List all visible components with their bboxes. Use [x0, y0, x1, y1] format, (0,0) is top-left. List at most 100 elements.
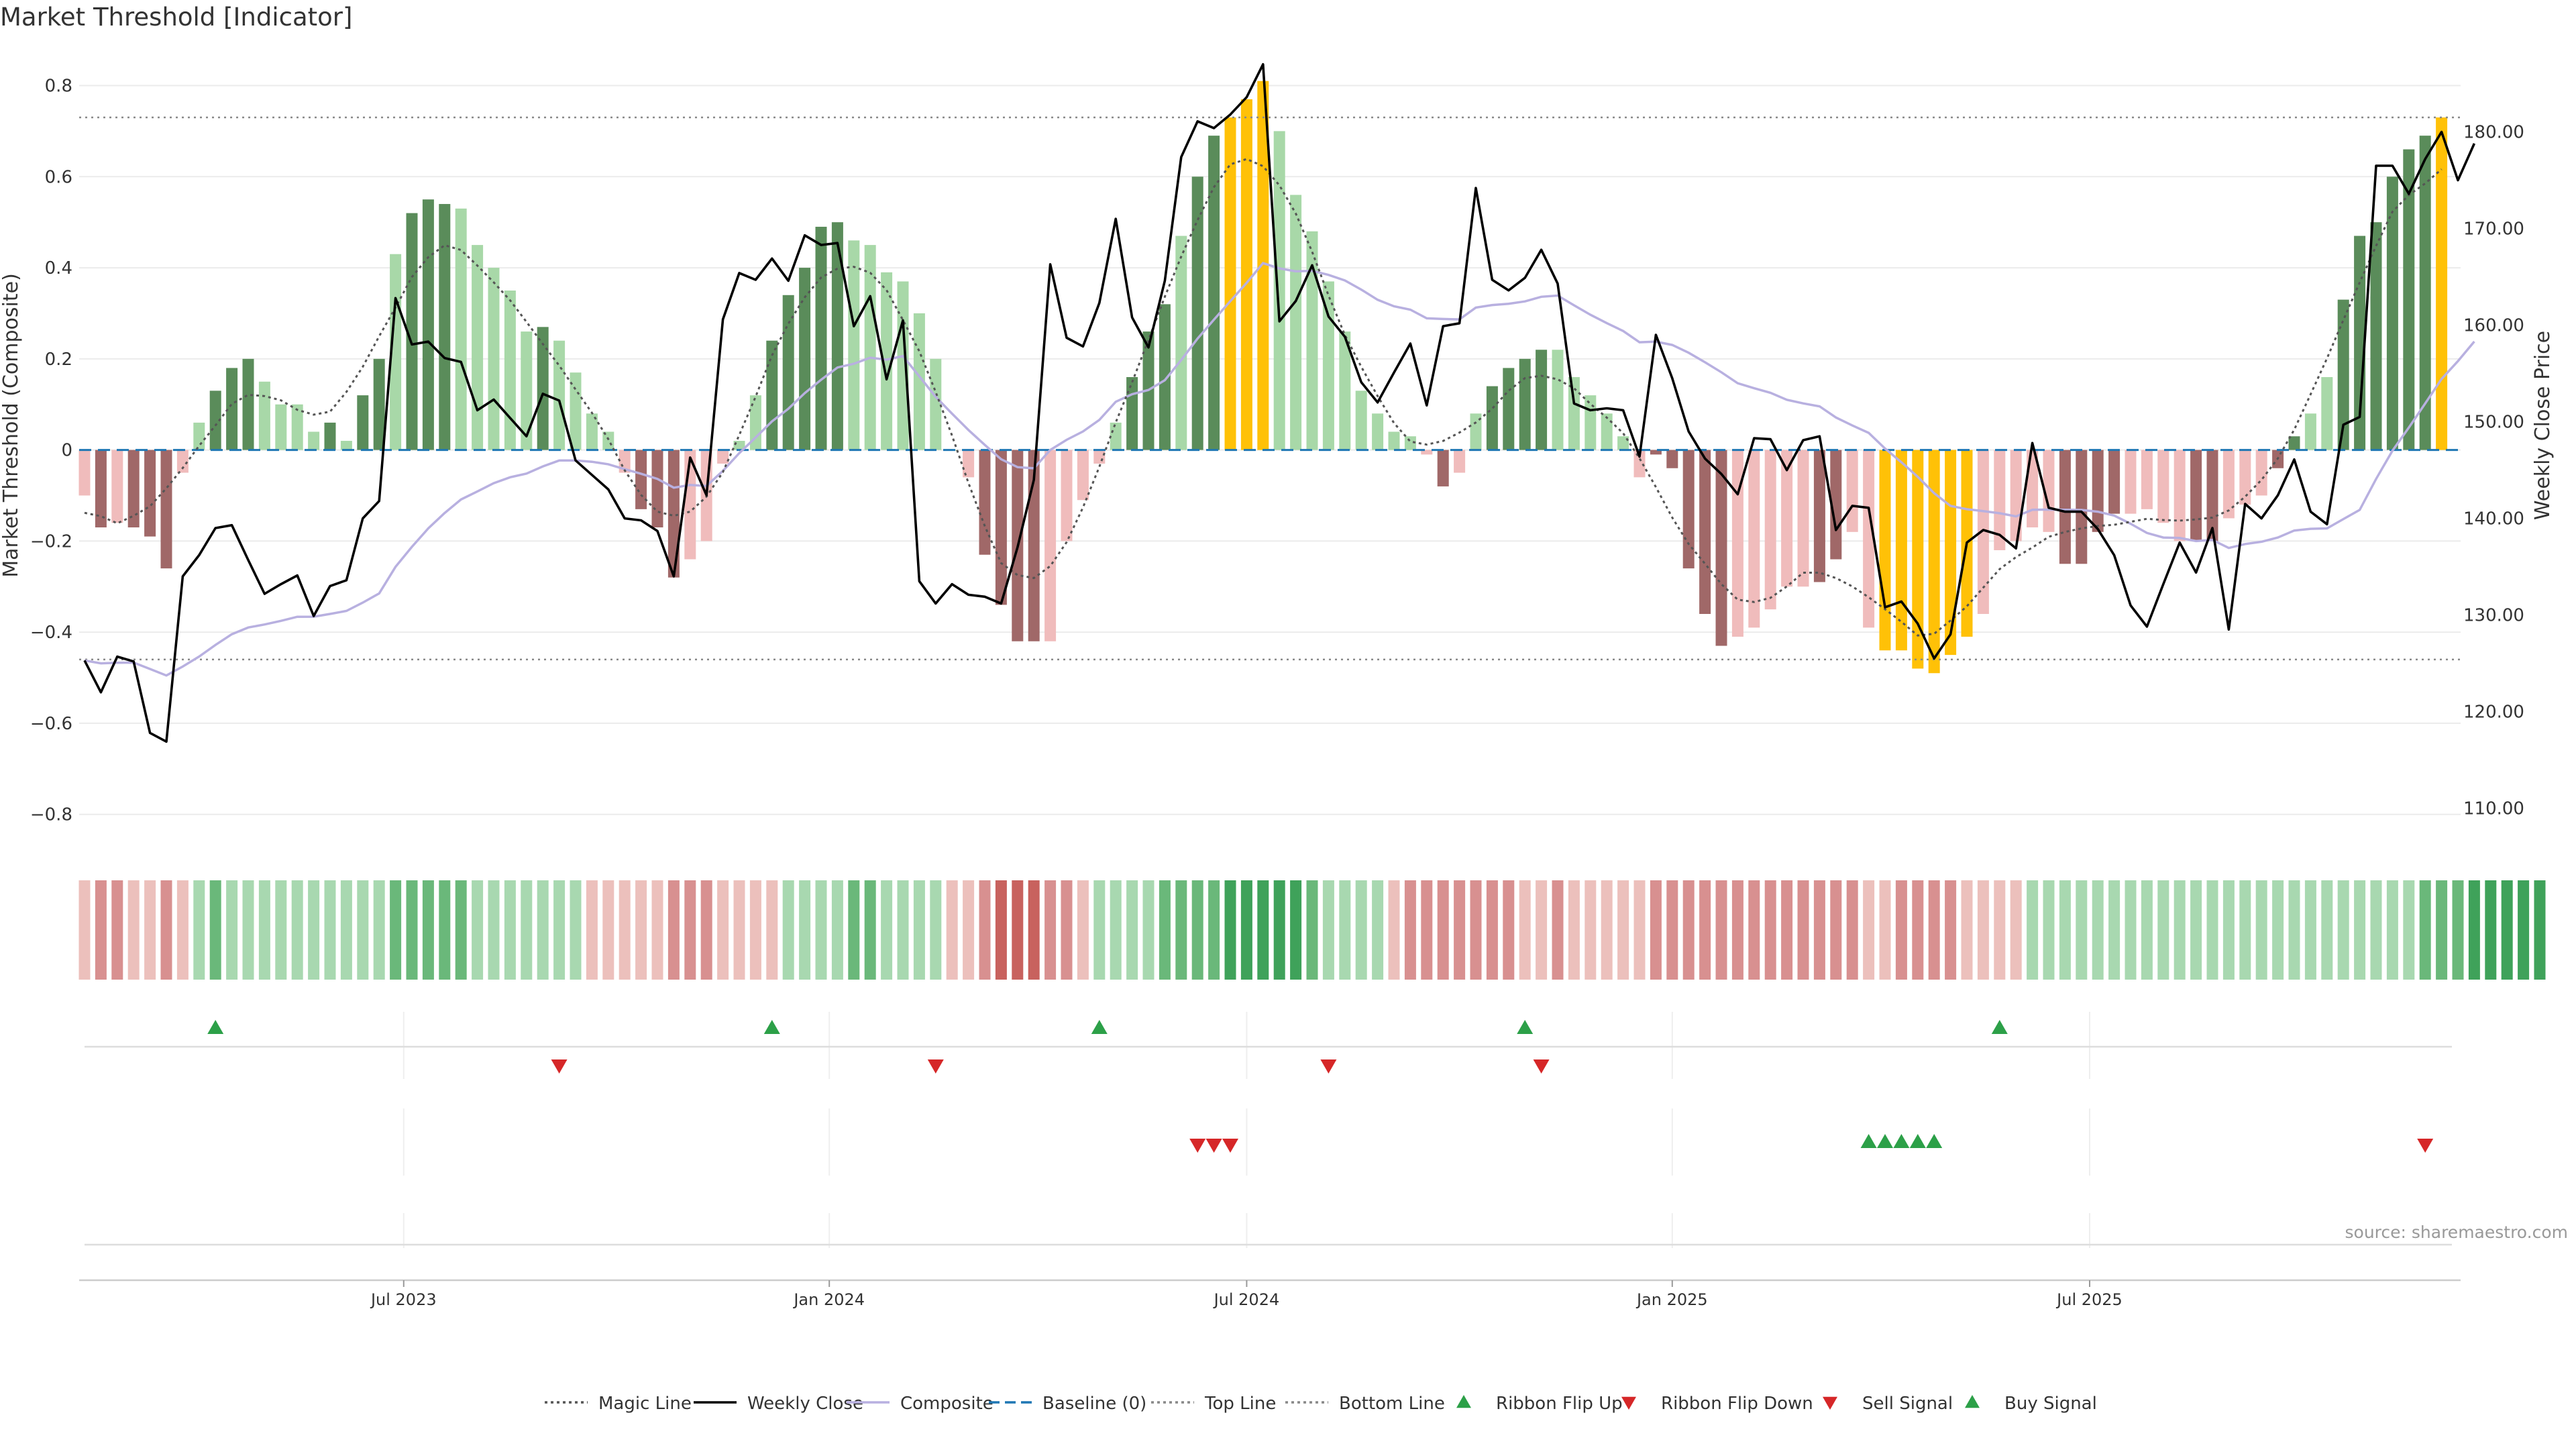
- ribbon-cell: [1159, 880, 1171, 980]
- legend-item: Ribbon Flip Down: [1621, 1394, 1813, 1414]
- ribbon-flip-up-marker: [763, 1020, 780, 1034]
- ribbon-cell: [1257, 880, 1269, 980]
- composite-bar: [209, 391, 221, 450]
- x-tick-label: Jul 2024: [1213, 1290, 1280, 1309]
- composite-bar: [258, 381, 270, 450]
- composite-bar: [127, 450, 140, 528]
- legend-swatch: [1456, 1395, 1471, 1408]
- composite-bar: [1781, 450, 1793, 587]
- composite-bar: [930, 358, 942, 450]
- ribbon-cell: [2501, 880, 2513, 980]
- composite-bar: [1977, 450, 1989, 614]
- composite-bar: [881, 272, 893, 450]
- ribbon-cell: [2403, 880, 2415, 980]
- ribbon-cell: [1339, 880, 1351, 980]
- composite-bar: [1699, 450, 1711, 614]
- composite-bar: [2141, 450, 2153, 509]
- ribbon-cell: [406, 880, 418, 980]
- weekly-close-line: [83, 63, 2476, 743]
- composite-bar: [2403, 149, 2415, 450]
- composite-bar: [1077, 450, 1089, 501]
- composite-bar: [1650, 450, 1662, 455]
- y-left-tick-label: −0.2: [30, 531, 72, 552]
- ribbon-cell: [1290, 880, 1302, 980]
- ribbon-cell: [209, 880, 221, 980]
- ribbon-cell: [1682, 880, 1695, 980]
- composite-bar: [1617, 436, 1629, 450]
- y-right-tick-label: 120.00: [2463, 703, 2524, 723]
- ribbon-cell: [930, 880, 942, 980]
- composite-bar: [2092, 450, 2104, 532]
- ribbon-flip-up-marker: [207, 1020, 224, 1034]
- ribbon-cell: [799, 880, 811, 980]
- magic-line: [84, 158, 2443, 637]
- composite-bar: [1552, 350, 1564, 450]
- y-left-tick-label: 0: [61, 441, 72, 461]
- composite-bar: [1830, 450, 1842, 560]
- legend-label: Buy Signal: [2004, 1394, 2097, 1414]
- ribbon-cell: [2255, 880, 2267, 980]
- ribbon-cell: [1666, 880, 1678, 980]
- ribbon-cell: [1077, 880, 1089, 980]
- composite-bar: [340, 441, 352, 450]
- ribbon-cell: [1830, 880, 1842, 980]
- ribbon-cell: [733, 880, 745, 980]
- ribbon-cell: [717, 880, 729, 980]
- composite-bar: [2321, 376, 2333, 450]
- ribbon-cell: [1961, 880, 1973, 980]
- ribbon-cell: [602, 880, 614, 980]
- ribbon-cell: [815, 880, 827, 980]
- ribbon-cell: [1126, 880, 1138, 980]
- ribbon-flip-up-marker: [1091, 1020, 1108, 1034]
- ribbon-cell: [1503, 880, 1515, 980]
- composite-bar: [2370, 222, 2382, 450]
- composite-bar: [144, 450, 156, 537]
- ribbon-cell: [1322, 880, 1334, 980]
- x-tick-label: Jan 2024: [792, 1290, 865, 1309]
- composite-bar: [2436, 117, 2448, 450]
- y-right-axis-label: Weekly Close Price: [2531, 331, 2555, 520]
- composite-bar: [1715, 450, 1727, 646]
- composite-bar: [1208, 136, 1220, 450]
- composite-bar: [2125, 450, 2137, 514]
- ribbon-cell: [700, 880, 712, 980]
- composite-bar: [2222, 450, 2235, 519]
- composite-bar: [995, 450, 1007, 605]
- buy-signal-marker: [1860, 1134, 1877, 1148]
- ribbon-cell: [537, 880, 549, 980]
- composite-bar: [1912, 450, 1924, 669]
- composite-bar: [504, 291, 516, 450]
- composite-bar: [1273, 131, 1285, 450]
- composite-bar: [1126, 376, 1138, 450]
- signals-layer: [207, 1020, 2434, 1153]
- composite-bar: [1536, 350, 1548, 450]
- ribbon-cell: [1552, 880, 1564, 980]
- buy-signal-marker: [1877, 1134, 1893, 1148]
- legend-item: Composite: [847, 1394, 994, 1414]
- y-left-tick-label: 0.6: [45, 167, 72, 187]
- ribbon-cell: [1568, 880, 1580, 980]
- y-left-tick-label: −0.8: [30, 805, 72, 825]
- ribbon-cell: [1208, 880, 1220, 980]
- ribbon-cell: [2157, 880, 2169, 980]
- ribbon-flip-down-marker: [1533, 1059, 1550, 1074]
- composite-bar: [1846, 450, 1858, 532]
- composite-bar: [2190, 450, 2202, 541]
- ribbon-cell: [2337, 880, 2349, 980]
- composite-bar: [1879, 450, 1891, 651]
- composite-bar: [275, 404, 287, 450]
- ribbon-cell: [1306, 880, 1318, 980]
- composite-bar: [1813, 450, 1825, 582]
- composite-bar: [979, 450, 991, 555]
- composite-bar: [1372, 413, 1384, 450]
- y-left-tick-label: −0.4: [30, 623, 72, 643]
- legend-label: Magic Line: [598, 1394, 692, 1414]
- composite-bar: [1601, 413, 1613, 450]
- composite-bar: [1339, 331, 1351, 450]
- ribbon-cell: [1388, 880, 1400, 980]
- ribbon-cell: [193, 880, 205, 980]
- composite-bar: [1257, 81, 1269, 450]
- composite-bar: [488, 268, 500, 450]
- y-right-tick-label: 180.00: [2463, 123, 2524, 143]
- ribbon-flip-up-marker: [1517, 1020, 1534, 1034]
